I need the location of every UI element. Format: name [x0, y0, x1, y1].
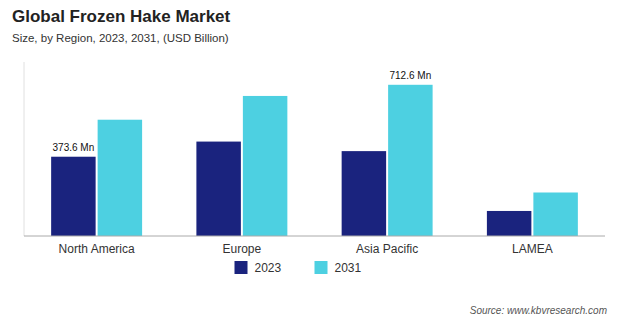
- x-axis-line: [24, 236, 605, 237]
- legend-label: 2031: [335, 261, 362, 275]
- legend: 2023 2031: [235, 261, 362, 275]
- x-tick-label: North America: [59, 242, 135, 256]
- bar: [196, 142, 240, 236]
- chart: Global Frozen Hake Market Size, by Region…: [0, 0, 619, 322]
- legend-label: 2023: [255, 261, 282, 275]
- bar: [388, 85, 432, 236]
- bar: [98, 120, 142, 236]
- data-label: 712.6 Mn: [390, 70, 432, 81]
- bar: [51, 157, 95, 236]
- bars: [51, 85, 578, 236]
- source: Source: www.kbvresearch.com: [470, 305, 607, 316]
- x-tick-label: Europe: [223, 242, 262, 256]
- bar: [243, 96, 287, 236]
- bar: [533, 193, 577, 237]
- x-tick-label: LAMEA: [512, 242, 553, 256]
- title: Global Frozen Hake Market: [12, 7, 231, 26]
- legend-swatch: [235, 261, 248, 274]
- bar: [487, 211, 531, 236]
- data-labels: 373.6 Mn 712.6 Mn: [53, 70, 432, 153]
- y-axis-line: [24, 62, 25, 236]
- subtitle: Size, by Region, 2023, 2031, (USD Billio…: [12, 32, 229, 44]
- x-tick-label: Asia Pacific: [356, 242, 418, 256]
- bar: [342, 151, 386, 236]
- data-label: 373.6 Mn: [53, 142, 95, 153]
- legend-swatch: [315, 261, 328, 274]
